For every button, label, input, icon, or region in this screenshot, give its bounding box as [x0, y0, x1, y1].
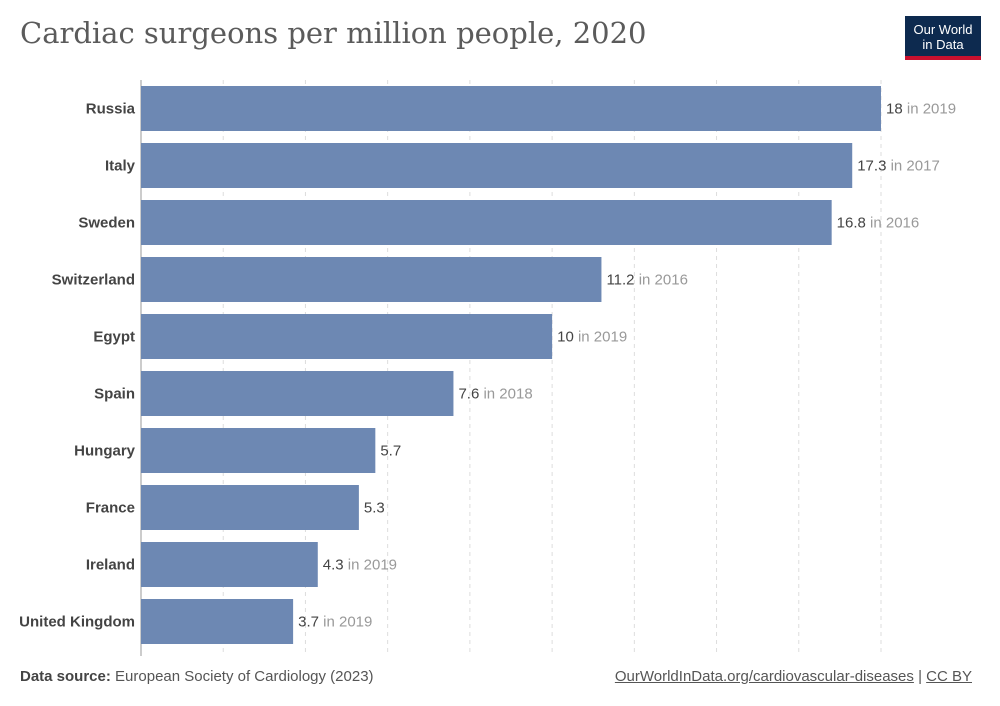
year-note: in 2019: [344, 557, 397, 574]
value-label: 5.7: [380, 443, 401, 460]
bar: [141, 143, 853, 188]
value-label: 10 in 2019: [557, 329, 627, 346]
category-label: United Kingdom: [19, 614, 135, 631]
bar: [141, 86, 881, 131]
bar: [141, 257, 602, 302]
value-number: 17.3: [857, 158, 886, 175]
year-note: in 2016: [866, 215, 919, 232]
value-label: 11.2 in 2016: [606, 272, 687, 289]
year-note: in 2019: [903, 101, 956, 118]
category-label: France: [86, 500, 135, 517]
bar: [141, 428, 376, 473]
value-label: 4.3 in 2019: [323, 557, 397, 574]
logo-line-2: in Data: [922, 37, 964, 52]
value-number: 5.3: [364, 500, 385, 517]
logo-line-1: Our World: [913, 22, 973, 37]
category-label: Italy: [105, 158, 136, 175]
value-number: 4.3: [323, 557, 344, 574]
value-number: 7.6: [458, 386, 479, 403]
year-note: in 2016: [635, 272, 688, 289]
value-label: 5.3: [364, 500, 385, 517]
value-label: 16.8 in 2016: [837, 215, 920, 232]
bar: [141, 200, 832, 245]
data-source: Data source: European Society of Cardiol…: [20, 668, 374, 685]
category-label: Egypt: [93, 329, 135, 346]
value-number: 3.7: [298, 614, 319, 631]
value-label: 7.6 in 2018: [458, 386, 532, 403]
year-note: in 2017: [886, 158, 939, 175]
value-number: 18: [886, 101, 903, 118]
category-label: Spain: [94, 386, 135, 403]
category-label: Hungary: [74, 443, 136, 460]
bar: [141, 542, 318, 587]
source-link[interactable]: OurWorldInData.org/cardiovascular-diseas…: [614, 668, 914, 685]
data-source-text: European Society of Cardiology (2023): [115, 668, 374, 685]
category-label: Russia: [86, 101, 136, 118]
bar: [141, 485, 359, 530]
bar: [141, 314, 553, 359]
bar: [141, 599, 294, 644]
value-number: 10: [557, 329, 574, 346]
footer-separator: |: [918, 668, 922, 685]
owid-logo[interactable]: Our World in Data: [905, 16, 981, 60]
data-source-label: Data source:: [20, 668, 111, 685]
footer-links: OurWorldInData.org/cardiovascular-diseas…: [615, 668, 972, 685]
category-label: Sweden: [78, 215, 135, 232]
value-label: 3.7 in 2019: [298, 614, 372, 631]
year-note: in 2018: [479, 386, 532, 403]
chart-title: Cardiac surgeons per million people, 202…: [20, 16, 647, 50]
value-number: 11.2: [606, 272, 634, 289]
value-number: 16.8: [837, 215, 866, 232]
value-label: 18 in 2019: [886, 101, 956, 118]
license-link[interactable]: CC BY: [926, 668, 972, 685]
category-label: Ireland: [86, 557, 135, 574]
value-number: 5.7: [380, 443, 401, 460]
bar: [141, 371, 454, 416]
category-label: Switzerland: [52, 272, 135, 289]
value-label: 17.3 in 2017: [857, 158, 940, 175]
year-note: in 2019: [574, 329, 627, 346]
year-note: in 2019: [319, 614, 372, 631]
